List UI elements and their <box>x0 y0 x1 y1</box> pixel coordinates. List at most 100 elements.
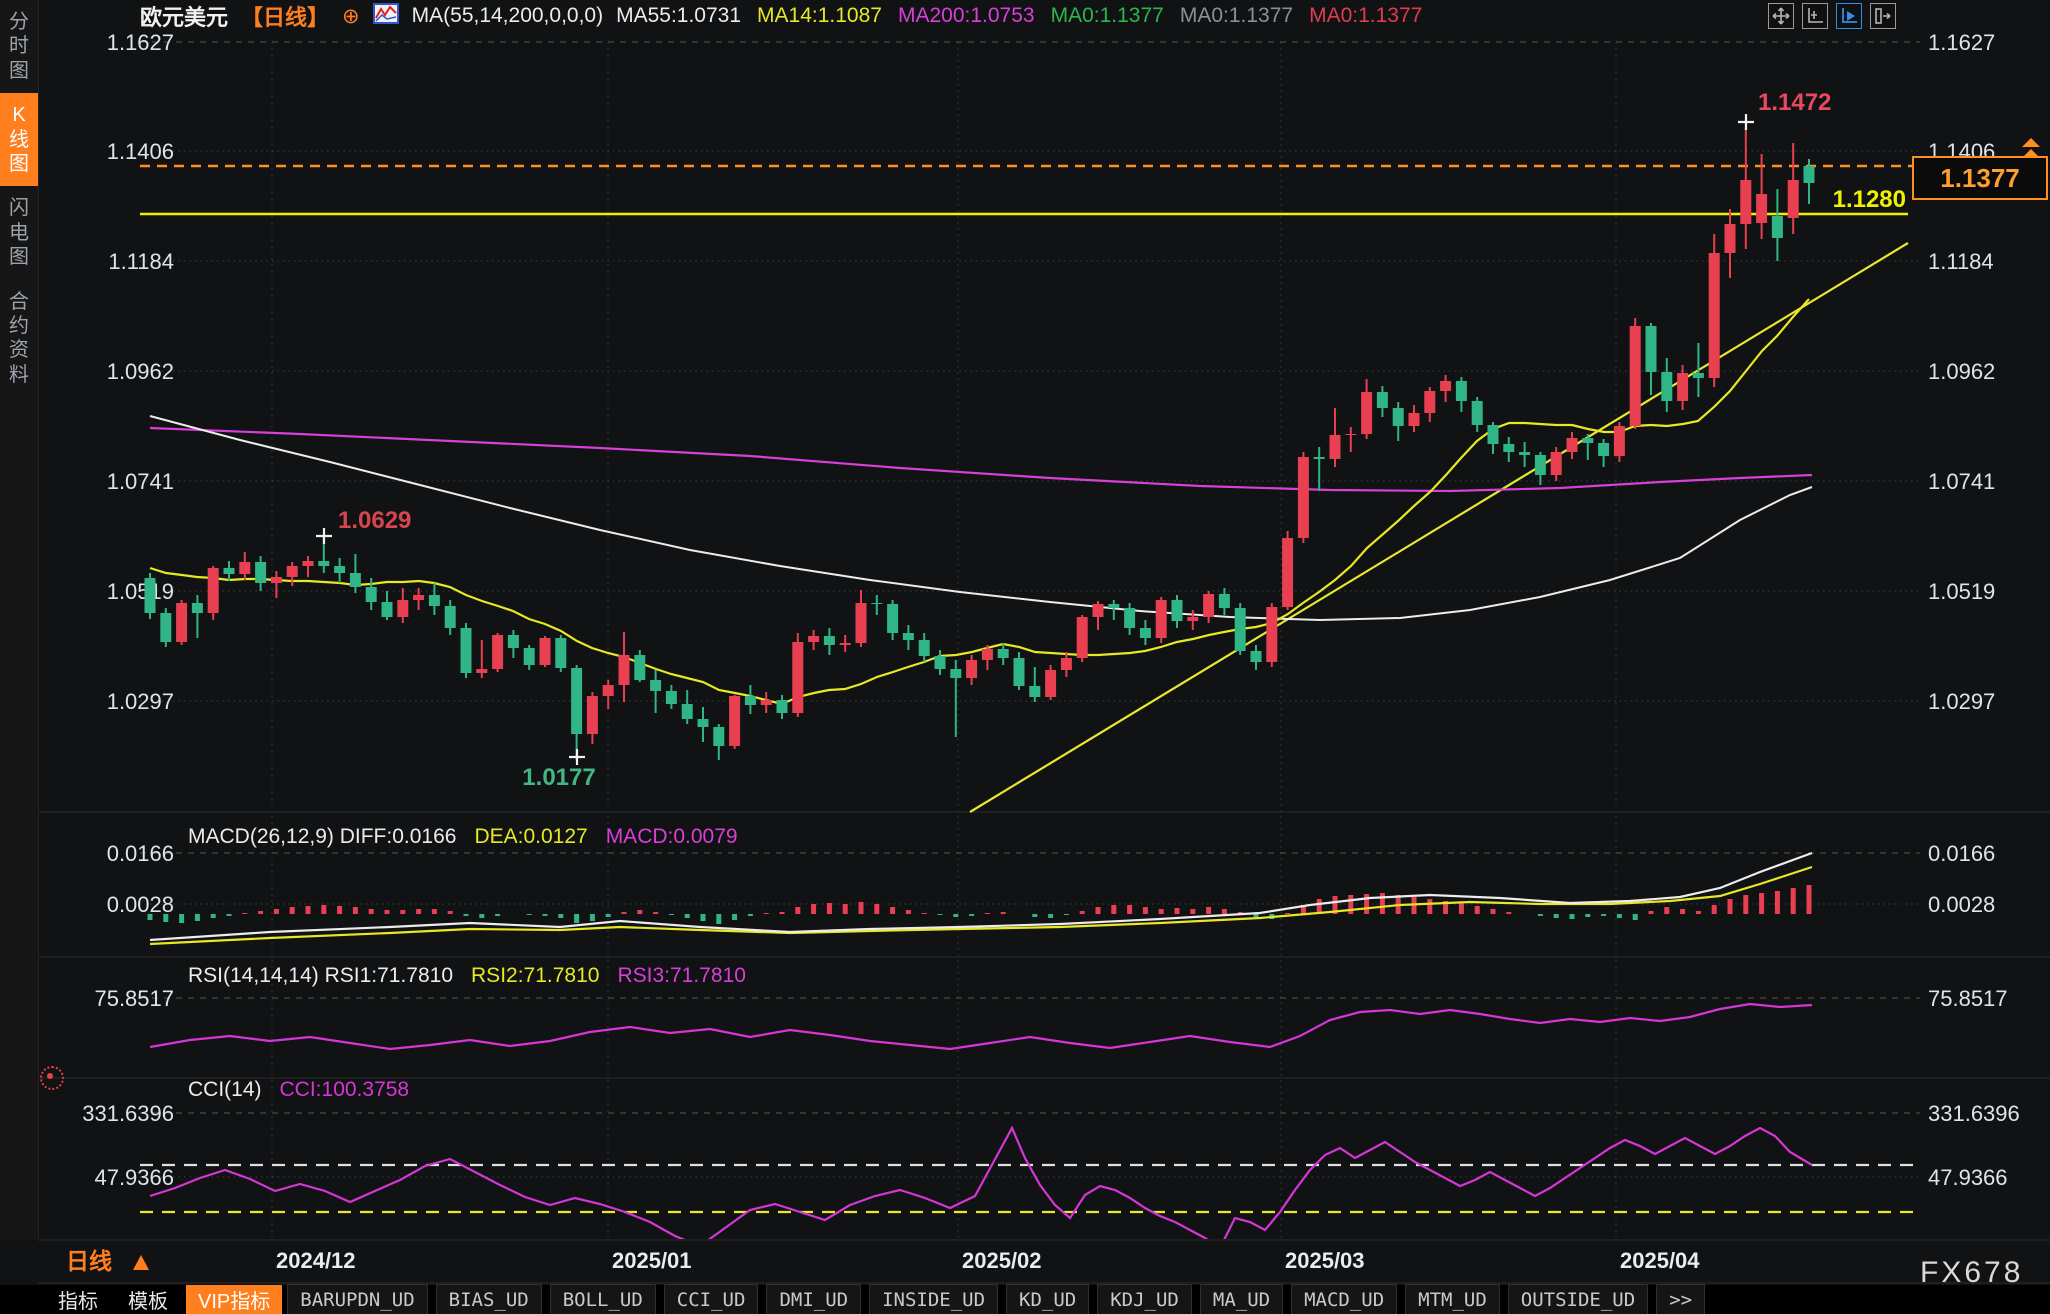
tab-0[interactable]: 指标 <box>58 1291 98 1313</box>
candle-body <box>618 655 630 685</box>
macd-hist-bar <box>463 914 469 916</box>
candle-body <box>1424 391 1436 413</box>
macd-hist-bar <box>210 914 216 918</box>
macd-hist-bar <box>574 914 580 923</box>
tab-13[interactable]: MTM_UD <box>1405 1284 1500 1314</box>
ma-value-1: MA14:1.1087 <box>757 4 882 27</box>
candle-body <box>1440 381 1452 391</box>
macd-hist-bar <box>1743 895 1749 914</box>
tab-15[interactable]: >> <box>1656 1284 1706 1314</box>
candle-body <box>1313 457 1325 459</box>
candle-body <box>1171 600 1183 621</box>
candle-body <box>1155 600 1167 638</box>
sidebar-item-1[interactable]: K 线 图 <box>0 93 38 187</box>
candle-body <box>966 660 978 678</box>
candle-body <box>1013 658 1025 686</box>
macd-hist-bar <box>226 914 232 916</box>
candle-body <box>1661 372 1673 401</box>
candle-body <box>1124 608 1136 628</box>
candle-body <box>302 561 314 566</box>
macd-hist-bar <box>1237 912 1243 914</box>
macd-hist-bar <box>779 912 785 914</box>
macd-hist-bar <box>273 909 279 914</box>
month-label-2: 2025/02 <box>962 1248 1042 1273</box>
macd-hist-bar <box>1206 907 1212 914</box>
axis-label-left-5: 1.0519 <box>107 579 174 604</box>
tab-8[interactable]: INSIDE_UD <box>869 1284 999 1314</box>
auto-scroll-icon[interactable] <box>1836 3 1862 29</box>
tab-12[interactable]: MACD_UD <box>1291 1284 1398 1314</box>
tab-7[interactable]: DMI_UD <box>766 1284 862 1314</box>
macd-hist-bar <box>921 913 927 914</box>
tab-14[interactable]: OUTSIDE_UD <box>1507 1284 1649 1314</box>
candle-body <box>1376 392 1388 408</box>
candle-body <box>855 603 867 643</box>
tab-4[interactable]: BIAS_UD <box>435 1284 542 1314</box>
axis-scale-icon[interactable] <box>1802 3 1828 29</box>
candle-body <box>397 600 409 617</box>
macd-hist-bar <box>1806 885 1812 914</box>
period-tag: 【日线】 <box>241 5 330 30</box>
macd-hist-bar <box>1000 912 1006 914</box>
macd-hist-bar <box>1458 903 1464 914</box>
price-marker-cross-1 <box>569 749 585 765</box>
macd-hist-bar <box>1727 899 1733 914</box>
axis-label-right-10: 331.6396 <box>1928 1101 2020 1126</box>
period-selector[interactable]: 日线 <box>66 1248 112 1274</box>
trendline <box>969 242 1909 813</box>
candle-body <box>1724 224 1736 253</box>
candle-body <box>1471 401 1483 425</box>
macd-hist-bar <box>431 909 437 914</box>
candle-body <box>286 566 298 577</box>
macd-hist-bar <box>368 909 374 914</box>
candle-body <box>223 568 235 574</box>
macd-hist-bar <box>937 914 943 915</box>
candle-body <box>1803 166 1815 183</box>
tab-2[interactable]: VIP指标 <box>186 1285 283 1314</box>
ma14-line <box>149 298 1810 706</box>
candle-body <box>239 562 251 574</box>
price-scroll-arrows-icon[interactable] <box>2022 138 2040 160</box>
indicator-chart-icon[interactable] <box>372 2 399 30</box>
ma-value-5: MA0:1.1377 <box>1309 4 1423 27</box>
macd-hist-bar <box>1695 911 1701 914</box>
sidebar-item-2[interactable]: 闪 电 图 <box>9 197 29 269</box>
macd-hist-bar <box>447 911 453 914</box>
candle-body <box>808 636 820 642</box>
candle-body <box>1756 194 1768 223</box>
tab-5[interactable]: BOLL_UD <box>549 1284 656 1314</box>
tab-10[interactable]: KDJ_UD <box>1097 1284 1192 1314</box>
macd-hist-bar <box>1427 899 1433 914</box>
tab-9[interactable]: KD_UD <box>1006 1284 1090 1314</box>
axis-label-right-6: 1.0297 <box>1928 689 1995 714</box>
sidebar-item-0[interactable]: 分 时 图 <box>9 11 29 82</box>
candle-body <box>1629 326 1641 426</box>
tab-3[interactable]: BARUPDN_UD <box>287 1284 428 1314</box>
candle-body <box>665 691 677 704</box>
macd-hist-bar <box>337 906 343 914</box>
current-price-box[interactable]: 1.1377 <box>1912 156 2048 200</box>
macd-hist-bar <box>1285 913 1291 914</box>
macd-hist-bar <box>1443 901 1449 914</box>
tab-11[interactable]: MA_UD <box>1199 1284 1284 1314</box>
candle-body <box>1740 180 1752 224</box>
sidebar-item-3[interactable]: 合 约 资 料 <box>9 290 29 386</box>
macd-hist-bar <box>416 909 422 914</box>
tab-1[interactable]: 模板 <box>128 1291 168 1313</box>
macd-hist-bar <box>1790 888 1796 914</box>
candle-body <box>571 668 583 734</box>
move-icon[interactable] <box>1768 3 1794 29</box>
circle-plus-icon[interactable]: ⊕ <box>342 4 360 28</box>
axis-label-left-6: 1.0297 <box>107 689 174 714</box>
macd-hist-bar <box>1032 914 1038 917</box>
tab-6[interactable]: CCI_UD <box>663 1284 759 1314</box>
macd-hist-bar <box>1474 906 1480 914</box>
macd-hist-bar <box>1158 909 1164 914</box>
axis-label-left-1: 1.1406 <box>107 139 174 164</box>
pane-shift-icon[interactable] <box>1870 3 1896 29</box>
record-icon[interactable] <box>40 1066 64 1090</box>
macd-hist-bar <box>384 910 390 914</box>
macd-hist-bar <box>668 914 674 915</box>
candle-body <box>1645 326 1657 372</box>
